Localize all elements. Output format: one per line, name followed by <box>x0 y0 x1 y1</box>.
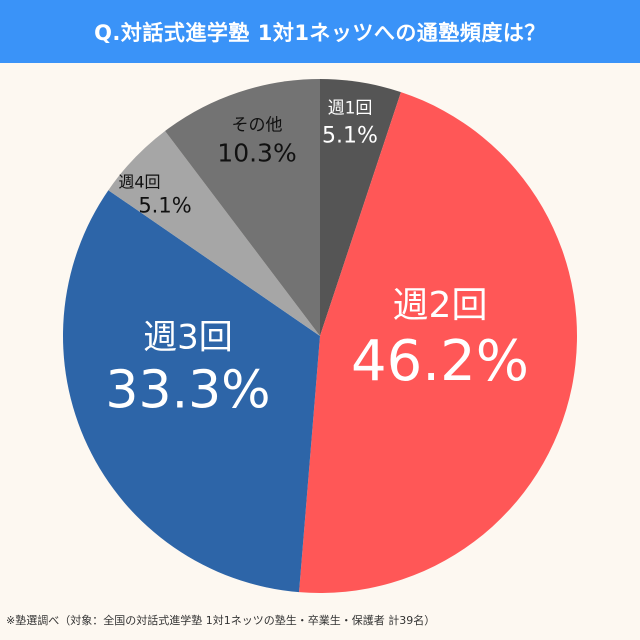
label-week4-name: 週4回 <box>118 172 161 192</box>
pie-slice <box>165 79 320 336</box>
label-other: その他 10.3% <box>217 116 296 167</box>
label-week1: 週1回 5.1% <box>322 98 378 149</box>
label-other-name: その他 <box>231 115 283 136</box>
chart-title: Q.対話式進学塾 1対1ネッツへの通塾頻度は？ <box>0 0 640 63</box>
label-week3: 週3回 33.3% <box>105 317 271 422</box>
label-week3-name: 週3回 <box>143 317 233 358</box>
label-week2-name: 週2回 <box>392 285 488 327</box>
label-week1-pct: 5.1% <box>322 123 378 149</box>
label-week1-name: 週1回 <box>327 98 373 119</box>
label-week2: 週2回 46.2% <box>351 285 529 395</box>
pie-slice <box>108 130 321 336</box>
pie-slice <box>62 190 320 593</box>
pie-slice <box>320 79 401 336</box>
label-week4-pct: 5.1% <box>138 194 192 219</box>
pie-slice <box>299 92 577 594</box>
label-week2-pct: 46.2% <box>351 329 529 395</box>
label-other-pct: 10.3% <box>217 137 297 167</box>
label-week3-pct: 33.3% <box>105 360 271 421</box>
label-week4: 週4回 5.1% <box>118 173 192 219</box>
source-footnote: ※塾選調べ（対象：全国の対話式進学塾 1対1ネッツの塾生・卒業生・保護者 計39… <box>6 614 436 627</box>
